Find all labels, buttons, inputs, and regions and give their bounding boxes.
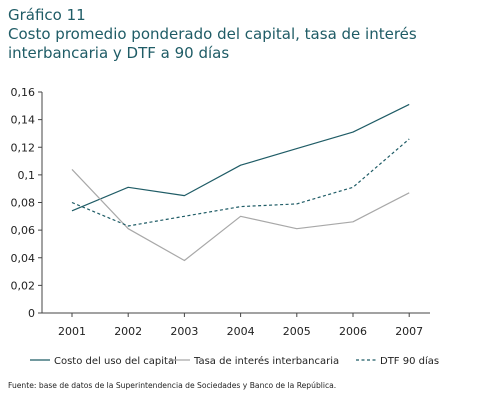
legend-label-3: DTF 90 días <box>380 355 439 367</box>
y-tick-label: 0 <box>28 307 35 320</box>
data-point-s3 <box>408 138 410 140</box>
data-point-s2 <box>408 192 410 194</box>
y-tick-label: 0,04 <box>11 252 36 265</box>
x-tick-label: 2005 <box>283 325 311 338</box>
y-tick-label: 0,16 <box>11 86 36 99</box>
data-point-s2 <box>240 215 242 217</box>
series-line-2 <box>71 168 410 262</box>
x-tick-label: 2007 <box>395 325 423 338</box>
legend-label-2: Tasa de interés interbancaria <box>193 355 339 367</box>
data-point-s3 <box>183 215 185 217</box>
series-line-1 <box>71 103 410 212</box>
y-tick-label: 0,02 <box>11 279 36 292</box>
data-point-s1 <box>296 148 298 150</box>
y-tick-label: 0,12 <box>11 141 36 154</box>
x-tick-label: 2002 <box>114 325 142 338</box>
data-point-s3 <box>240 206 242 208</box>
data-point-s2 <box>352 221 354 223</box>
y-tick-label: 0,14 <box>11 114 36 127</box>
data-point-s2 <box>296 228 298 230</box>
y-tick-label: 0,08 <box>11 197 36 210</box>
x-tick-label: 2006 <box>339 325 367 338</box>
data-point-s3 <box>71 202 73 204</box>
data-point-s1 <box>71 210 73 212</box>
data-point-s3 <box>296 203 298 205</box>
y-tick-label: 0,06 <box>11 224 36 237</box>
legend-label-1: Costo del uso del capital <box>54 356 177 367</box>
chart-title: Costo promedio ponderado del capital, ta… <box>8 25 417 62</box>
data-point-s2 <box>127 228 129 230</box>
data-point-s3 <box>352 186 354 188</box>
source-note: Fuente: base de datos de la Superintende… <box>8 381 337 390</box>
data-point-s1 <box>183 195 185 197</box>
x-tick-label: 2003 <box>170 325 198 338</box>
figure-header: Gráfico 11 Costo promedio ponderado del … <box>8 6 496 63</box>
data-point-s1 <box>352 131 354 133</box>
data-point-s3 <box>127 225 129 227</box>
x-tick-label: 2004 <box>227 325 255 338</box>
x-tick-label: 2001 <box>58 325 86 338</box>
data-point-s2 <box>71 168 73 170</box>
series-line-3 <box>71 138 410 227</box>
data-point-s2 <box>183 260 185 262</box>
data-point-s1 <box>127 186 129 188</box>
figure-label: Gráfico 11 <box>8 6 86 24</box>
line-chart: 0 0,02 0,04 0,06 0,08 0,1 0,12 0,14 0,16 2001 2002… <box>11 86 440 367</box>
data-point-s1 <box>240 164 242 166</box>
data-point-s1 <box>408 103 410 105</box>
y-tick-label: 0,1 <box>18 169 36 182</box>
